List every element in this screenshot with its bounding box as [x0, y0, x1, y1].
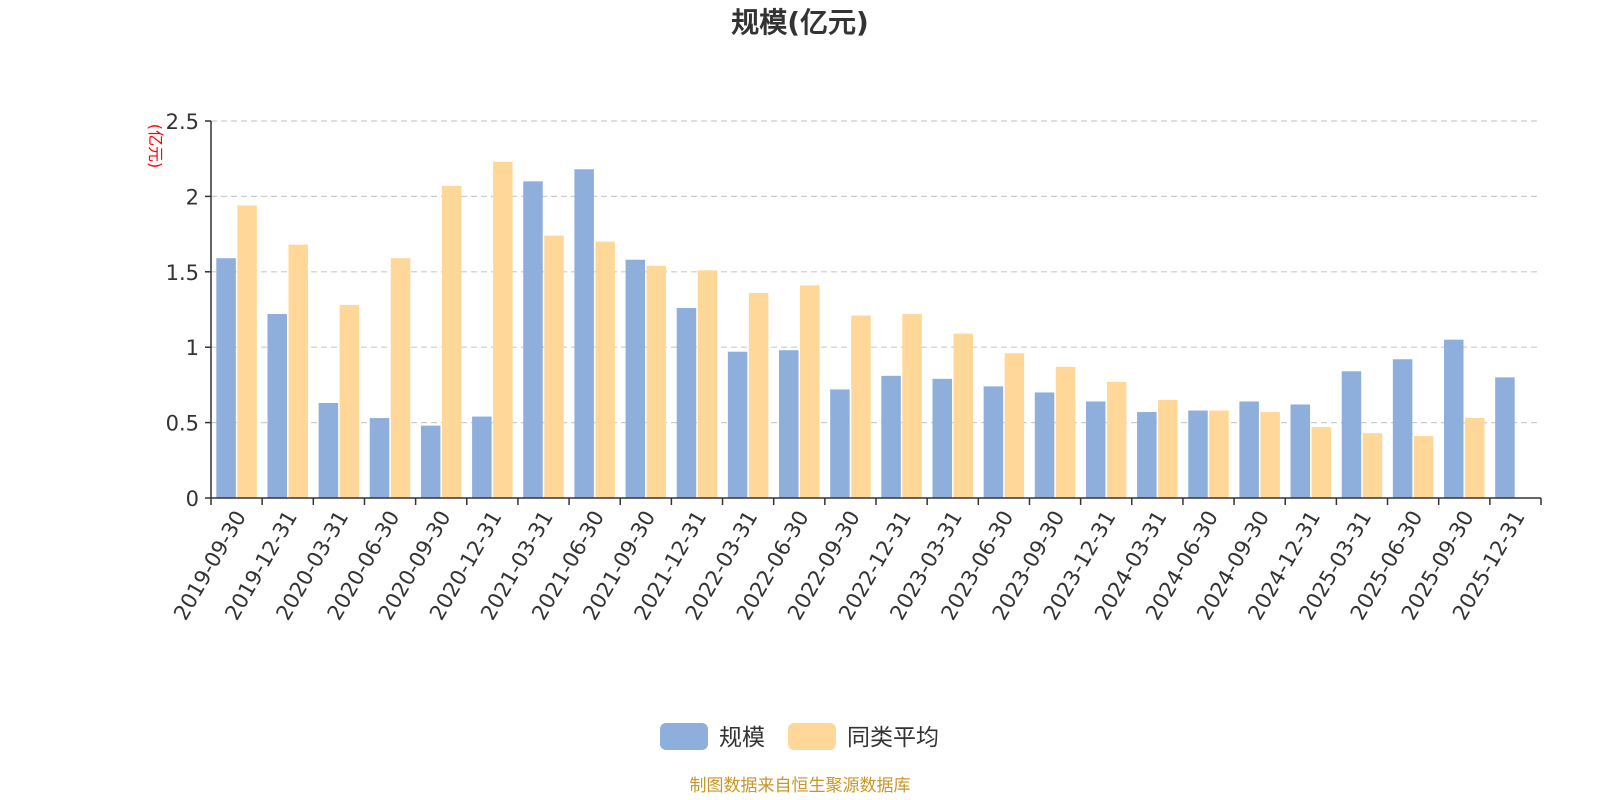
bar-peer-average[interactable] — [1311, 427, 1332, 498]
bar-peer-average[interactable] — [1209, 410, 1229, 498]
bar-scale[interactable] — [472, 416, 492, 498]
bar-peer-average[interactable] — [1158, 399, 1178, 498]
legend: 规模 同类平均 — [660, 723, 939, 751]
bar-peer-average[interactable] — [1465, 418, 1485, 498]
y-tick-label: 0 — [186, 487, 199, 511]
bar-peer-average[interactable] — [339, 304, 360, 498]
bar-scale[interactable] — [1034, 392, 1055, 498]
bar-scale[interactable] — [1495, 377, 1515, 498]
bar-peer-average[interactable] — [1260, 412, 1280, 498]
bar-peer-average[interactable] — [800, 285, 820, 498]
gridlines — [211, 120, 1541, 424]
y-axis-unit-label: (亿元) — [146, 124, 165, 169]
bar-scale[interactable] — [1444, 339, 1464, 498]
bar-scale[interactable] — [1137, 412, 1157, 498]
bar-peer-average[interactable] — [237, 205, 257, 498]
bar-peer-average[interactable] — [902, 314, 922, 498]
x-axis-ticks: 2019-09-302019-12-312020-03-312020-06-30… — [169, 498, 1542, 624]
legend-swatch-peer-average[interactable] — [788, 723, 836, 750]
bar-peer-average[interactable] — [851, 315, 871, 498]
bar-peer-average[interactable] — [441, 185, 462, 498]
bar-scale[interactable] — [727, 351, 748, 498]
bar-peer-average[interactable] — [646, 265, 667, 498]
bar-scale[interactable] — [983, 386, 1004, 498]
bar-scale[interactable] — [216, 258, 236, 498]
bar-peer-average[interactable] — [493, 161, 513, 498]
bar-peer-average[interactable] — [1413, 436, 1434, 498]
bar-peer-average[interactable] — [288, 244, 308, 498]
bar-peer-average[interactable] — [1362, 433, 1383, 498]
bar-scale[interactable] — [267, 314, 287, 498]
y-tick-label: 1 — [186, 336, 199, 360]
bar-peer-average[interactable] — [748, 292, 769, 498]
bar-scale[interactable] — [369, 418, 390, 498]
bar-scale[interactable] — [1085, 401, 1106, 498]
bar-scale[interactable] — [1239, 401, 1259, 498]
y-tick-label: 2 — [186, 185, 199, 209]
bar-scale[interactable] — [1392, 359, 1413, 498]
bar-scale[interactable] — [523, 181, 543, 498]
bar-scale[interactable] — [1341, 371, 1362, 498]
axes — [210, 121, 1541, 499]
bar-scale[interactable] — [1188, 410, 1208, 498]
bar-scale[interactable] — [676, 307, 697, 498]
bars — [216, 161, 1515, 499]
bar-peer-average[interactable] — [595, 241, 615, 498]
bar-peer-average[interactable] — [1055, 366, 1076, 498]
bar-peer-average[interactable] — [544, 235, 564, 498]
bar-peer-average[interactable] — [697, 270, 718, 498]
bar-peer-average[interactable] — [1004, 353, 1025, 498]
bar-peer-average[interactable] — [953, 333, 973, 498]
y-axis-ticks: 0 0.5 1 1.5 2 2.5 — [166, 110, 211, 511]
source-note: 制图数据来自恒生聚源数据库 — [690, 776, 911, 796]
legend-label-scale[interactable]: 规模 — [719, 725, 765, 751]
bar-scale[interactable] — [881, 375, 901, 498]
bar-scale[interactable] — [932, 378, 952, 498]
bar-scale[interactable] — [625, 259, 646, 498]
bar-scale[interactable] — [830, 389, 850, 498]
bar-peer-average[interactable] — [390, 258, 411, 498]
bar-scale[interactable] — [1290, 404, 1311, 498]
legend-label-peer-average[interactable]: 同类平均 — [847, 725, 939, 751]
chart-title: 规模(亿元) — [731, 6, 869, 39]
bar-scale[interactable] — [574, 169, 594, 499]
bar-scale[interactable] — [318, 402, 339, 498]
legend-swatch-scale[interactable] — [660, 723, 708, 750]
bar-scale[interactable] — [779, 350, 799, 498]
y-tick-label: 1.5 — [166, 261, 199, 285]
bar-peer-average[interactable] — [1106, 381, 1127, 498]
y-tick-label: 2.5 — [166, 110, 199, 134]
bar-scale[interactable] — [420, 425, 441, 498]
y-tick-label: 0.5 — [166, 412, 199, 436]
